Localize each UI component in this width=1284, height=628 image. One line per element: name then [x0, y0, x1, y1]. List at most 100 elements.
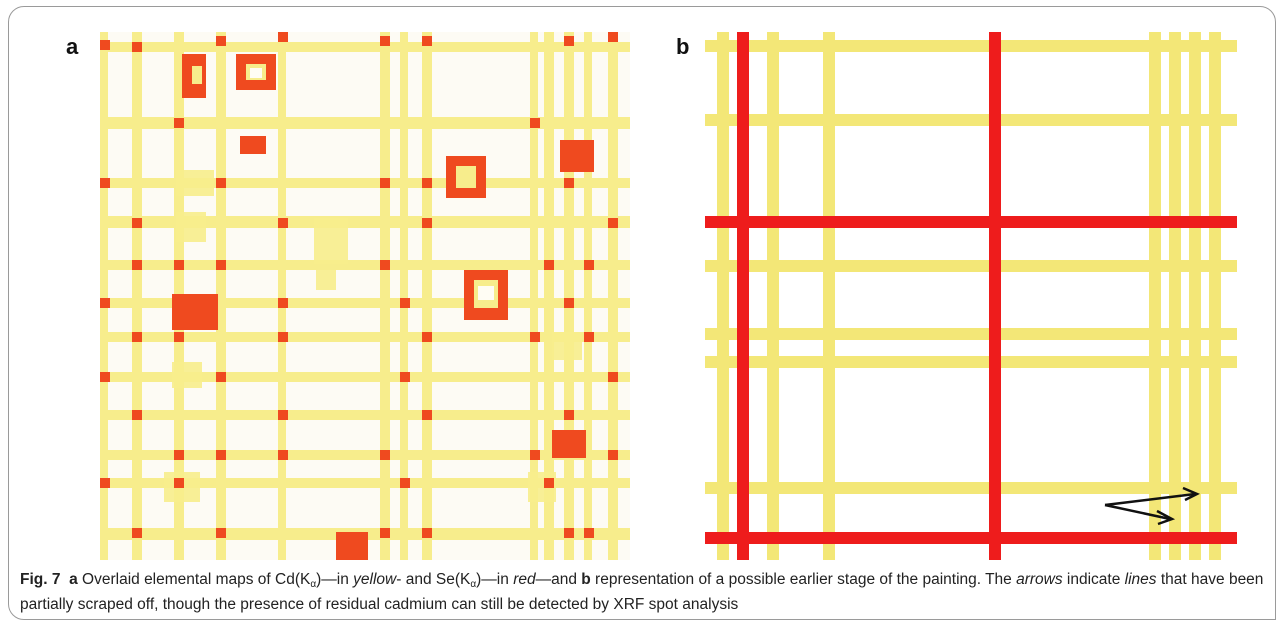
red-square — [564, 178, 574, 188]
red-square — [564, 528, 574, 538]
caption-lines: lines — [1124, 571, 1157, 588]
red-square — [530, 450, 540, 460]
yellow-vertical-line — [1209, 32, 1221, 560]
red-square — [422, 332, 432, 342]
yellow-horizontal-line — [705, 356, 1237, 368]
caption-part-b: b — [581, 571, 591, 588]
red-square — [400, 372, 410, 382]
cadmium-vertical-line — [608, 32, 618, 560]
red-square — [216, 36, 226, 46]
red-square — [278, 32, 288, 42]
red-square — [422, 218, 432, 228]
panel-b-letter: b — [676, 34, 690, 59]
red-vertical-line — [989, 32, 1001, 560]
yellow-vertical-line — [717, 32, 729, 560]
red-square — [100, 40, 110, 50]
red-square — [544, 260, 554, 270]
cadmium-vertical-line — [530, 32, 538, 560]
cadmium-horizontal-line — [100, 372, 630, 382]
red-square — [380, 36, 390, 46]
cadmium-vertical-line — [100, 32, 108, 560]
cadmium-horizontal-line — [100, 298, 630, 308]
red-square — [132, 410, 142, 420]
caption-text: indicate — [1062, 571, 1125, 588]
cadmium-horizontal-line — [100, 260, 630, 270]
yellow-block — [176, 170, 214, 196]
yellow-block — [316, 270, 336, 290]
red-square — [584, 260, 594, 270]
red-square — [132, 528, 142, 538]
red-square — [422, 528, 432, 538]
light-block-center — [250, 68, 262, 78]
red-block — [336, 532, 368, 560]
caption-text: )—in — [316, 571, 354, 588]
cadmium-horizontal-line — [100, 410, 630, 420]
cadmium-vertical-line — [422, 32, 432, 560]
figure-caption: Fig. 7 a Overlaid elemental maps of Cd(K… — [20, 570, 1265, 615]
red-square — [132, 218, 142, 228]
cadmium-vertical-line — [584, 32, 592, 560]
figure-label: Fig. 7 — [20, 571, 61, 588]
yellow-block — [176, 212, 206, 242]
red-block — [560, 140, 594, 172]
caption-arrows: arrows — [1016, 571, 1063, 588]
red-square — [380, 260, 390, 270]
red-square — [100, 478, 110, 488]
red-square — [608, 450, 618, 460]
red-square — [380, 178, 390, 188]
caption-red: red — [513, 571, 536, 588]
schematic-panel — [705, 32, 1237, 560]
caption-part-a: a — [69, 571, 78, 588]
red-square — [584, 332, 594, 342]
cadmium-horizontal-line — [100, 117, 630, 129]
yellow-block — [314, 218, 348, 264]
caption-text: - and Se(K — [396, 571, 471, 588]
red-square — [216, 528, 226, 538]
yellow-grid-lines — [705, 32, 1237, 560]
cadmium-vertical-line — [564, 32, 574, 560]
red-square — [216, 450, 226, 460]
yellow-vertical-line — [823, 32, 835, 560]
red-square — [380, 528, 390, 538]
caption-text: that have been partially scraped off, th… — [20, 571, 1264, 613]
cadmium-horizontal-line — [100, 42, 630, 52]
alpha-subscript: α — [310, 579, 317, 590]
cadmium-vertical-line — [544, 32, 554, 560]
yellow-vertical-line — [1149, 32, 1161, 560]
yellow-block — [172, 362, 202, 388]
panel-a-letter: a — [66, 34, 79, 59]
red-square — [100, 298, 110, 308]
yellow-vertical-line — [767, 32, 779, 560]
cadmium-vertical-line — [400, 32, 408, 560]
yellow-horizontal-line — [705, 40, 1237, 52]
red-square — [278, 218, 288, 228]
yellow-block — [552, 332, 582, 360]
red-square — [422, 410, 432, 420]
red-square — [174, 478, 184, 488]
caption-text: representation of a possible earlier sta… — [590, 571, 1017, 588]
cadmium-vertical-line — [380, 32, 390, 560]
red-square — [400, 298, 410, 308]
red-block — [240, 136, 266, 154]
red-square — [174, 260, 184, 270]
cadmium-horizontal-line — [100, 216, 630, 228]
caption-yellow: yellow — [353, 571, 397, 588]
yellow-horizontal-line — [705, 482, 1237, 494]
yellow-vertical-line — [1169, 32, 1181, 560]
red-square — [564, 410, 574, 420]
red-horizontal-line — [705, 532, 1237, 544]
red-square — [564, 36, 574, 46]
yellow-block-inner — [192, 66, 202, 84]
red-square — [216, 178, 226, 188]
red-square — [174, 332, 184, 342]
red-square — [530, 118, 540, 128]
red-square — [216, 260, 226, 270]
red-square — [174, 118, 184, 128]
red-square — [380, 450, 390, 460]
yellow-horizontal-line — [705, 260, 1237, 272]
yellow-vertical-line — [1189, 32, 1201, 560]
light-block-center — [478, 286, 494, 300]
cadmium-horizontal-line — [100, 450, 630, 460]
red-square — [278, 450, 288, 460]
red-square — [216, 372, 226, 382]
